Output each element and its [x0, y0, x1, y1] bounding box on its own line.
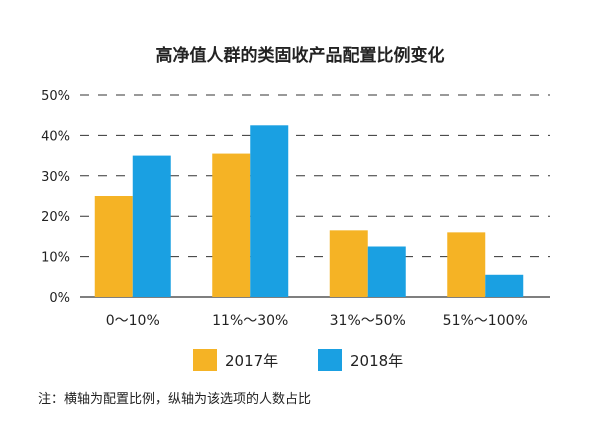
y-tick-label: 10% [41, 251, 70, 266]
bar [329, 230, 368, 297]
x-tick-label: 51%～100% [443, 313, 528, 329]
y-tick-label: 30% [41, 170, 70, 185]
legend: 2017年 2018年 [193, 349, 403, 371]
chart-note: 注：横轴为配置比例，纵轴为该选项的人数占比 [38, 392, 312, 407]
legend-label: 2018年 [350, 352, 403, 370]
y-tick-label: 50% [41, 89, 70, 104]
bar [485, 274, 524, 297]
bar [212, 153, 251, 297]
bar [250, 125, 289, 297]
bars [94, 125, 524, 297]
y-tick-label: 40% [41, 129, 70, 144]
legend-label: 2017年 [225, 352, 278, 370]
y-axis-ticks: 0% 10% 20% 30% 40% 50% [41, 89, 70, 306]
bar [367, 246, 406, 297]
y-tick-label: 20% [41, 210, 70, 225]
x-tick-label: 11%～30% [212, 313, 288, 329]
x-tick-label: 31%～50% [330, 313, 406, 329]
bar [94, 196, 133, 297]
chart-title: 高净值人群的类固收产品配置比例变化 [156, 45, 445, 66]
y-tick-label: 0% [49, 291, 70, 306]
x-axis-ticks: 0～10% 11%～30% 31%～50% 51%～100% [106, 313, 528, 329]
bar [132, 155, 171, 297]
x-tick-label: 0～10% [106, 313, 160, 329]
legend-swatch [318, 349, 342, 371]
legend-swatch [193, 349, 217, 371]
bar [447, 232, 486, 297]
